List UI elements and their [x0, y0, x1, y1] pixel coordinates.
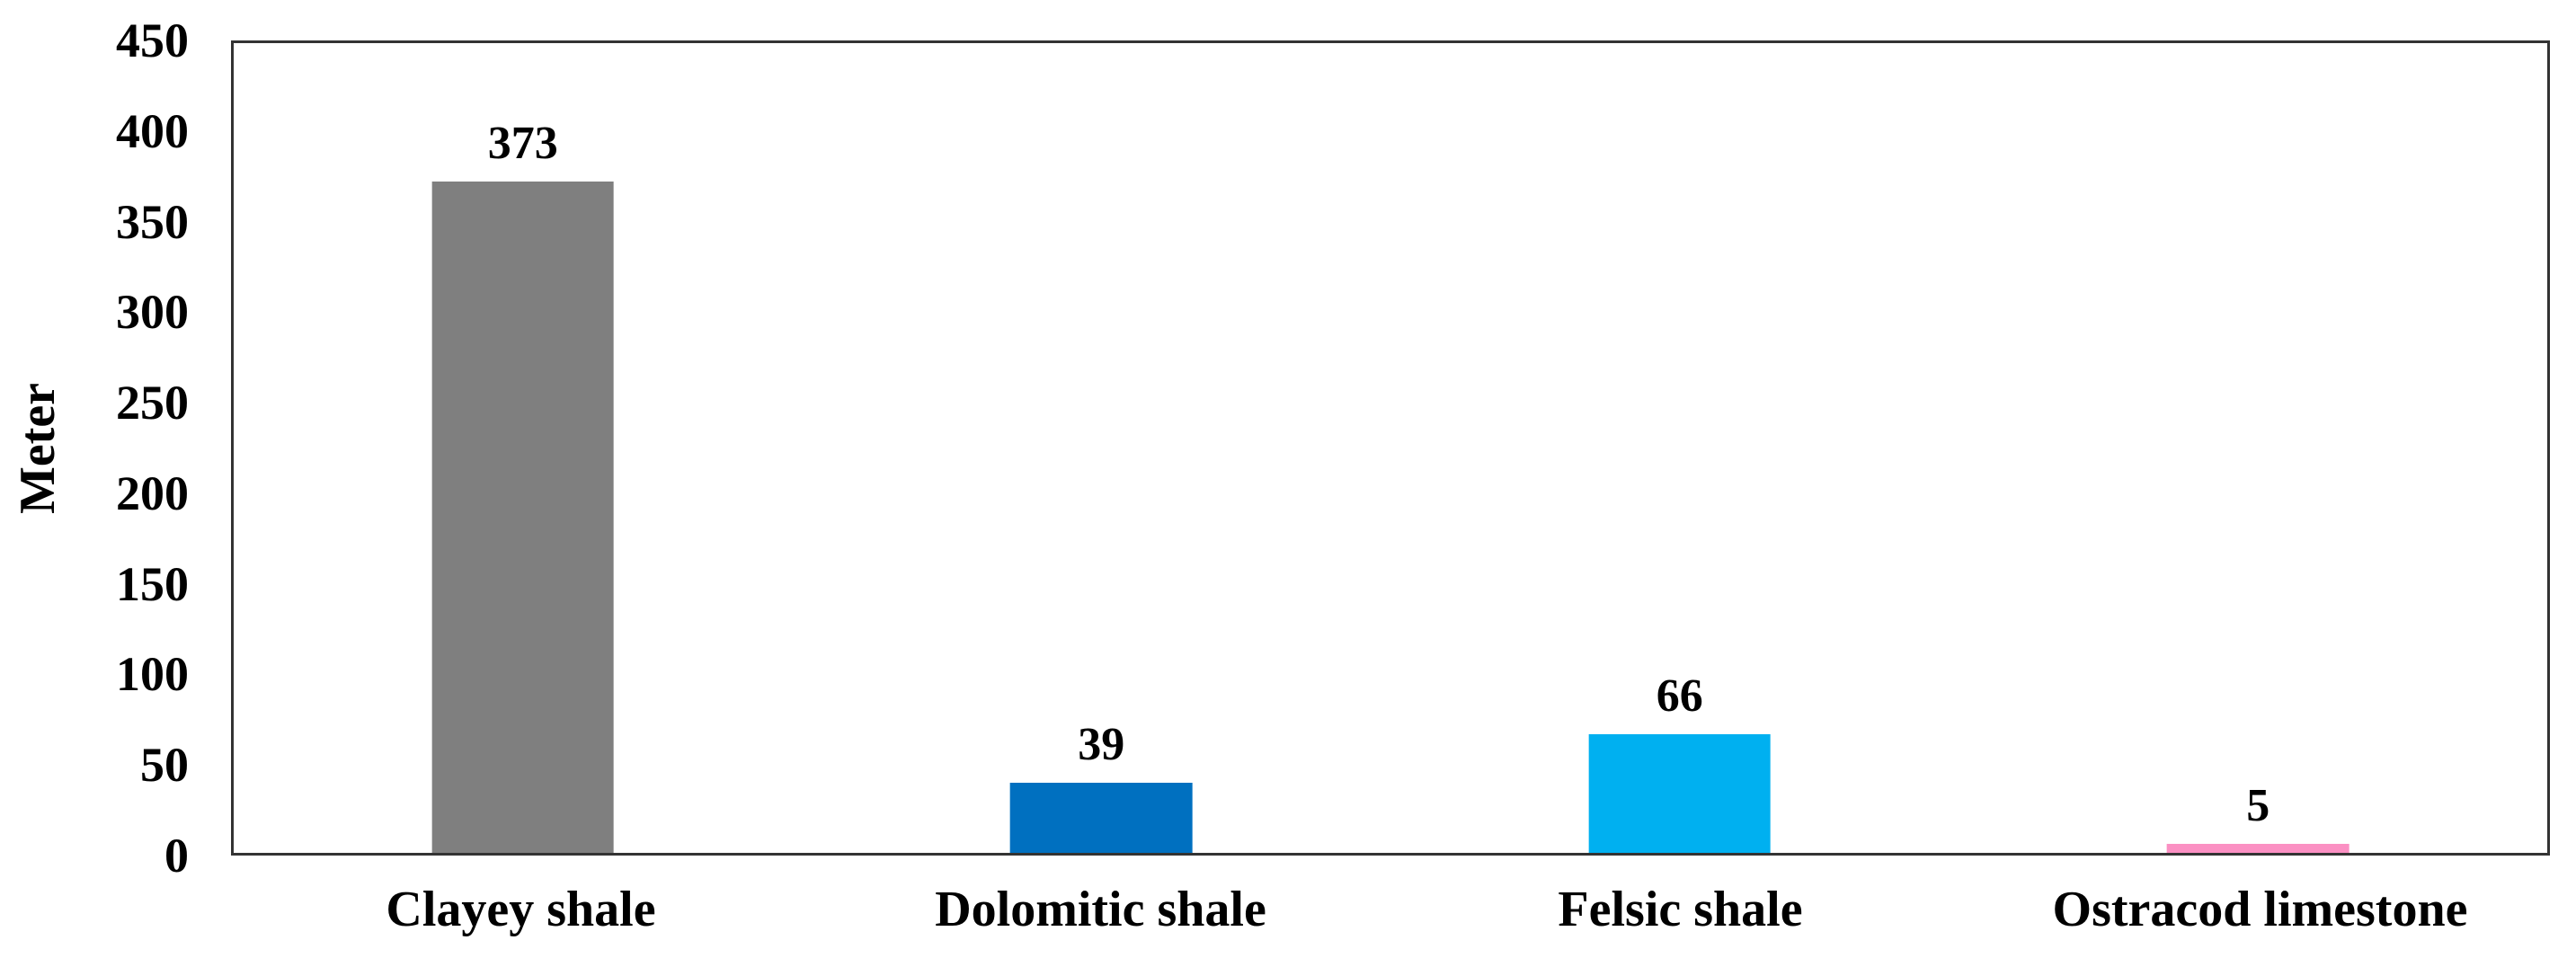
bar	[431, 182, 615, 853]
bar-value-label: 66	[1656, 670, 1703, 722]
bar-value-label: 5	[2246, 780, 2270, 831]
y-tick-label: 450	[116, 13, 189, 67]
bar-slot: 5	[1969, 43, 2548, 853]
category-label: Dolomitic shale	[935, 882, 1266, 937]
category-label: Ostracod limestone	[2052, 882, 2468, 937]
y-tick-label: 400	[116, 103, 189, 158]
y-tick-label: 150	[116, 556, 189, 611]
x-axis-category-labels: Clayey shale Dolomitic shale Felsic shale O…	[231, 865, 2550, 935]
y-tick-label: 250	[116, 376, 189, 430]
bar	[1588, 733, 1772, 853]
category-label: Felsic shale	[1558, 882, 1803, 937]
bar	[2166, 844, 2349, 853]
y-tick-label: 50	[140, 738, 189, 793]
category-label: Clayey shale	[386, 882, 656, 937]
y-tick-label: 200	[116, 466, 189, 520]
bar-value-label: 373	[487, 118, 558, 170]
plot-area: 373 39 66 5	[231, 40, 2550, 856]
y-tick-label: 300	[116, 285, 189, 340]
bar-slot: 39	[813, 43, 1391, 853]
y-tick-label: 350	[116, 194, 189, 249]
y-tick-label: 100	[116, 647, 189, 702]
y-axis-tick-labels: 0 50 100 150 200 250 300 350 400 450	[0, 16, 189, 880]
bar	[1009, 782, 1193, 853]
y-tick-label: 0	[164, 829, 189, 883]
bar-slot: 66	[1390, 43, 1969, 853]
bar-slot: 373	[234, 43, 813, 853]
bar-value-label: 39	[1078, 718, 1125, 770]
